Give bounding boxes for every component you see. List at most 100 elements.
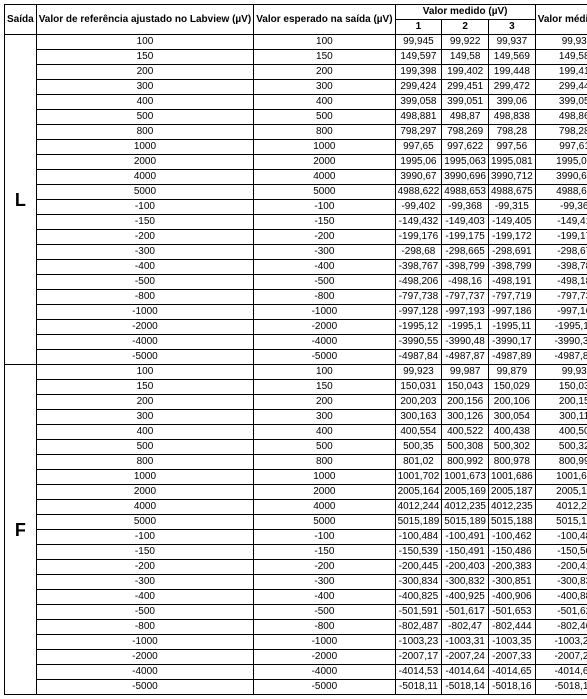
- table-row: -200-200-200,445-200,403-200,383-200,410…: [5, 560, 587, 575]
- cell-m3: 500,302: [489, 440, 536, 455]
- cell-exp: 500: [254, 440, 395, 455]
- group-label: L: [5, 35, 37, 365]
- cell-medio: 1001,687: [535, 470, 587, 485]
- cell-m3: -4987,89: [489, 350, 536, 365]
- cell-m1: -797,738: [395, 290, 442, 305]
- cell-m2: 1001,673: [442, 470, 489, 485]
- table-row: -800-800-797,738-797,737-797,719-797,731…: [5, 290, 587, 305]
- cell-exp: -400: [254, 590, 395, 605]
- table-row: 10001000997,65997,622997,56997,611-0,24%…: [5, 140, 587, 155]
- cell-m2: 798,269: [442, 125, 489, 140]
- cell-m3: 199,448: [489, 65, 536, 80]
- cell-m1: -99,402: [395, 200, 442, 215]
- cell-ref: 200: [36, 65, 254, 80]
- cell-ref: 5000: [36, 185, 254, 200]
- cell-medio: -5018,133: [535, 680, 587, 695]
- cell-m2: 299,451: [442, 80, 489, 95]
- cell-exp: 2000: [254, 155, 395, 170]
- cell-medio: -100,482: [535, 530, 587, 545]
- cell-exp: 400: [254, 95, 395, 110]
- cell-ref: -150: [36, 215, 254, 230]
- cell-ref: -300: [36, 575, 254, 590]
- cell-m2: 300,126: [442, 410, 489, 425]
- cell-m1: 798,297: [395, 125, 442, 140]
- cell-m1: 99,945: [395, 35, 442, 50]
- cell-m3: -200,383: [489, 560, 536, 575]
- cell-m1: -149,432: [395, 215, 442, 230]
- cell-m2: 3990,696: [442, 170, 489, 185]
- cell-m3: 99,937: [489, 35, 536, 50]
- cell-exp: -100: [254, 200, 395, 215]
- cell-ref: 1000: [36, 140, 254, 155]
- cell-m2: 99,987: [442, 365, 489, 380]
- table-row: 200020002005,1642005,1692005,1872005,173…: [5, 485, 587, 500]
- cell-m1: -200,445: [395, 560, 442, 575]
- cell-m3: -2007,33: [489, 650, 536, 665]
- cell-m2: -997,193: [442, 305, 489, 320]
- table-row: 500050004988,6224988,6534988,6754988,650…: [5, 185, 587, 200]
- cell-medio: 399,056: [535, 95, 587, 110]
- cell-m2: 5015,189: [442, 515, 489, 530]
- cell-m1: -199,176: [395, 230, 442, 245]
- cell-m2: -1995,1: [442, 320, 489, 335]
- cell-exp: -100: [254, 530, 395, 545]
- cell-exp: 150: [254, 380, 395, 395]
- cell-m3: 1001,686: [489, 470, 536, 485]
- cell-medio: -298,679: [535, 245, 587, 260]
- cell-m2: -501,617: [442, 605, 489, 620]
- col-m1: 1: [395, 20, 442, 35]
- cell-m2: -100,491: [442, 530, 489, 545]
- cell-m3: -99,315: [489, 200, 536, 215]
- cell-m2: 399,051: [442, 95, 489, 110]
- cell-m1: -1003,23: [395, 635, 442, 650]
- cell-m1: 199,398: [395, 65, 442, 80]
- cell-ref: -400: [36, 260, 254, 275]
- cell-m2: -4987,87: [442, 350, 489, 365]
- cell-medio: -997,169: [535, 305, 587, 320]
- cell-exp: -5000: [254, 350, 395, 365]
- cell-medio: 2005,173: [535, 485, 587, 500]
- cell-medio: -200,410: [535, 560, 587, 575]
- cell-m2: -300,832: [442, 575, 489, 590]
- cell-m1: -4987,84: [395, 350, 442, 365]
- cell-ref: -100: [36, 530, 254, 545]
- table-row: 200200200,203200,156200,106200,1550,08%0…: [5, 395, 587, 410]
- cell-m1: 300,163: [395, 410, 442, 425]
- table-row: -500-500-501,591-501,617-501,653-501,620…: [5, 605, 587, 620]
- cell-m2: 2005,169: [442, 485, 489, 500]
- cell-m3: -199,172: [489, 230, 536, 245]
- cell-m3: -797,719: [489, 290, 536, 305]
- table-row: 500050005015,1895015,1895015,1885015,189…: [5, 515, 587, 530]
- cell-ref: -800: [36, 290, 254, 305]
- cell-m3: 5015,188: [489, 515, 536, 530]
- cell-m3: -501,653: [489, 605, 536, 620]
- cell-m1: 1995,06: [395, 155, 442, 170]
- group-label: F: [5, 365, 37, 695]
- cell-m1: -498,206: [395, 275, 442, 290]
- cell-m3: -100,462: [489, 530, 536, 545]
- col-m3: 3: [489, 20, 536, 35]
- cell-medio: 299,449: [535, 80, 587, 95]
- cell-medio: -1995,110: [535, 320, 587, 335]
- cell-m1: -298,68: [395, 245, 442, 260]
- cell-m3: -1003,35: [489, 635, 536, 650]
- table-row: 800800801,02800,992800,978800,9970,12%0,…: [5, 455, 587, 470]
- cell-ref: -200: [36, 230, 254, 245]
- cell-m1: 399,058: [395, 95, 442, 110]
- cell-m1: -400,825: [395, 590, 442, 605]
- cell-m1: -398,767: [395, 260, 442, 275]
- cell-exp: -500: [254, 605, 395, 620]
- cell-ref: 4000: [36, 170, 254, 185]
- cell-m1: -1995,12: [395, 320, 442, 335]
- cell-exp: 300: [254, 80, 395, 95]
- cell-m1: 2005,164: [395, 485, 442, 500]
- cell-m2: -149,403: [442, 215, 489, 230]
- cell-medio: -149,413: [535, 215, 587, 230]
- cell-m3: 798,28: [489, 125, 536, 140]
- cell-m1: -501,591: [395, 605, 442, 620]
- cell-exp: 100: [254, 365, 395, 380]
- cell-exp: 5000: [254, 515, 395, 530]
- cell-medio: 498,863: [535, 110, 587, 125]
- cell-medio: 798,282: [535, 125, 587, 140]
- cell-ref: -2000: [36, 320, 254, 335]
